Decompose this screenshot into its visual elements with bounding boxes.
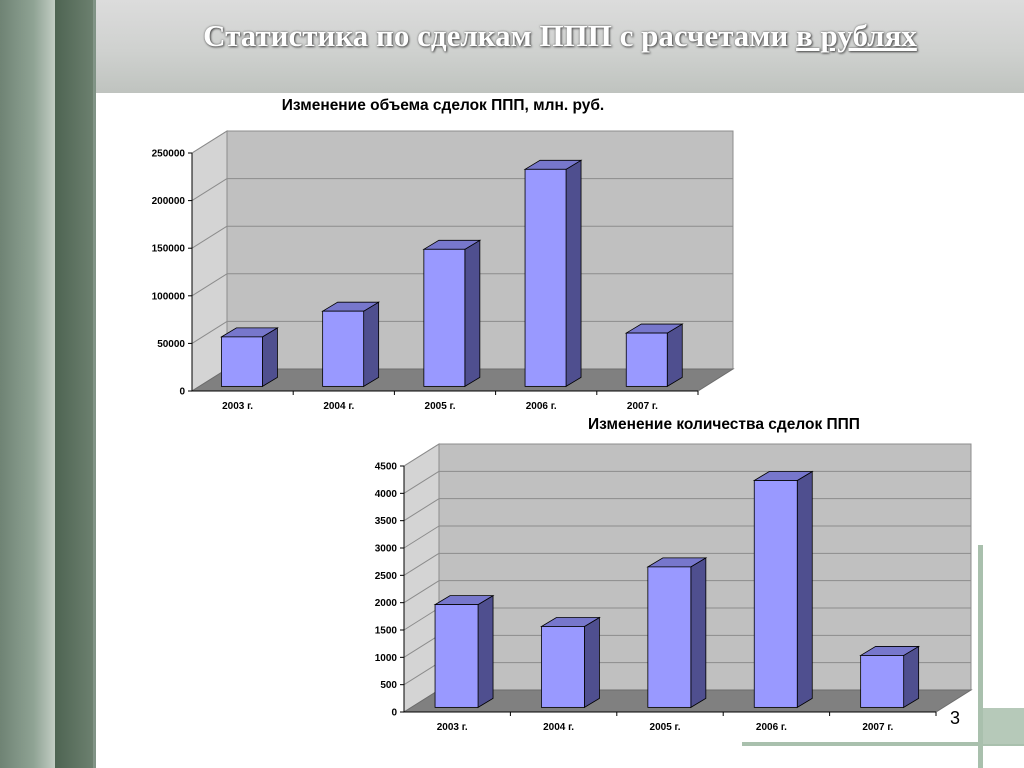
bar-side	[565, 159, 582, 388]
gridline-side	[191, 320, 228, 344]
y-tick-label: 0	[391, 708, 397, 719]
bar-side	[903, 645, 920, 709]
bar	[434, 604, 479, 708]
gridline-side	[403, 580, 440, 604]
x-tick-label: 2004 г.	[323, 401, 354, 412]
gridline-side	[403, 470, 440, 494]
y-tick-label: 2000	[375, 598, 398, 609]
bottom-decorative-line	[742, 742, 1024, 746]
bar	[625, 332, 668, 387]
gridline-side	[403, 634, 440, 658]
left-decorative-strip	[0, 0, 96, 768]
y-tick-label: 500	[380, 680, 397, 691]
y-tick-label: 150000	[152, 244, 186, 255]
x-tick-label: 2007 г.	[862, 722, 893, 733]
x-tick-label: 2003 г.	[222, 401, 253, 412]
bar-side	[584, 616, 600, 709]
left-dark-band	[55, 0, 93, 768]
x-tick-label: 2005 г.	[650, 722, 681, 733]
y-tick-label: 4500	[375, 462, 398, 473]
gridline-side	[403, 607, 440, 631]
gridline-side	[403, 443, 440, 467]
x-tick-label: 2006 г.	[756, 722, 787, 733]
gridline-side	[191, 178, 228, 202]
chart-title: Изменение объема сделок ППП, млн. руб.	[282, 97, 604, 114]
bar	[423, 248, 466, 387]
bar	[322, 310, 365, 387]
side-wall	[403, 443, 440, 713]
gridline-side	[191, 130, 228, 154]
bar	[541, 626, 585, 708]
y-tick-label: 4000	[375, 489, 398, 500]
y-tick-label: 250000	[152, 149, 186, 160]
right-decorative-line	[978, 545, 983, 768]
bar-side	[477, 594, 494, 709]
gridline-side	[403, 525, 440, 549]
bar	[221, 336, 263, 387]
gridline-side	[191, 273, 228, 297]
gridline-side	[191, 225, 228, 249]
y-tick-label: 50000	[157, 339, 185, 350]
gridline-side	[403, 498, 440, 522]
x-tick-label: 2006 г.	[526, 401, 557, 412]
y-tick-label: 100000	[152, 291, 186, 302]
x-tick-label: 2003 г.	[437, 722, 468, 733]
slide-title-main: Статистика по сделкам ППП с расчетами	[203, 18, 797, 53]
y-tick-label: 3000	[375, 544, 398, 555]
header-bar	[96, 0, 1024, 93]
y-tick-label: 2500	[375, 571, 398, 582]
chart-deal-volume: Изменение объема сделок ППП, млн. руб. 0 5…	[152, 97, 735, 412]
y-tick-label: 3500	[375, 516, 398, 527]
y-tick-label: 1000	[375, 653, 398, 664]
x-tick-label: 2005 г.	[425, 401, 456, 412]
corner-decorative-box	[983, 708, 1024, 744]
chart-title: Изменение количества сделок ППП	[588, 416, 860, 433]
x-tick-label: 2004 г.	[543, 722, 574, 733]
bar-side	[690, 557, 707, 709]
y-tick-label: 0	[179, 387, 185, 398]
gridline-side	[403, 662, 440, 686]
bar	[524, 168, 567, 387]
page-number: 3	[950, 708, 961, 728]
bar-side	[796, 470, 813, 709]
bar-side	[666, 323, 683, 388]
bar-side	[262, 327, 278, 388]
bar	[860, 655, 905, 708]
bar-side	[363, 301, 380, 388]
bar	[647, 566, 692, 708]
gridline-side	[403, 552, 440, 576]
chart-deal-count: Изменение количества сделок ППП 0 500 1000 1…	[375, 416, 973, 733]
bar	[753, 480, 798, 708]
x-tick-label: 2007 г.	[627, 401, 658, 412]
slide-title: Статистика по сделкам ППП с расчетами в …	[96, 18, 1024, 54]
slide-title-underlined: в рублях	[796, 18, 917, 53]
y-tick-label: 1500	[375, 626, 398, 637]
y-tick-label: 200000	[152, 196, 186, 207]
bar-side	[464, 239, 481, 388]
